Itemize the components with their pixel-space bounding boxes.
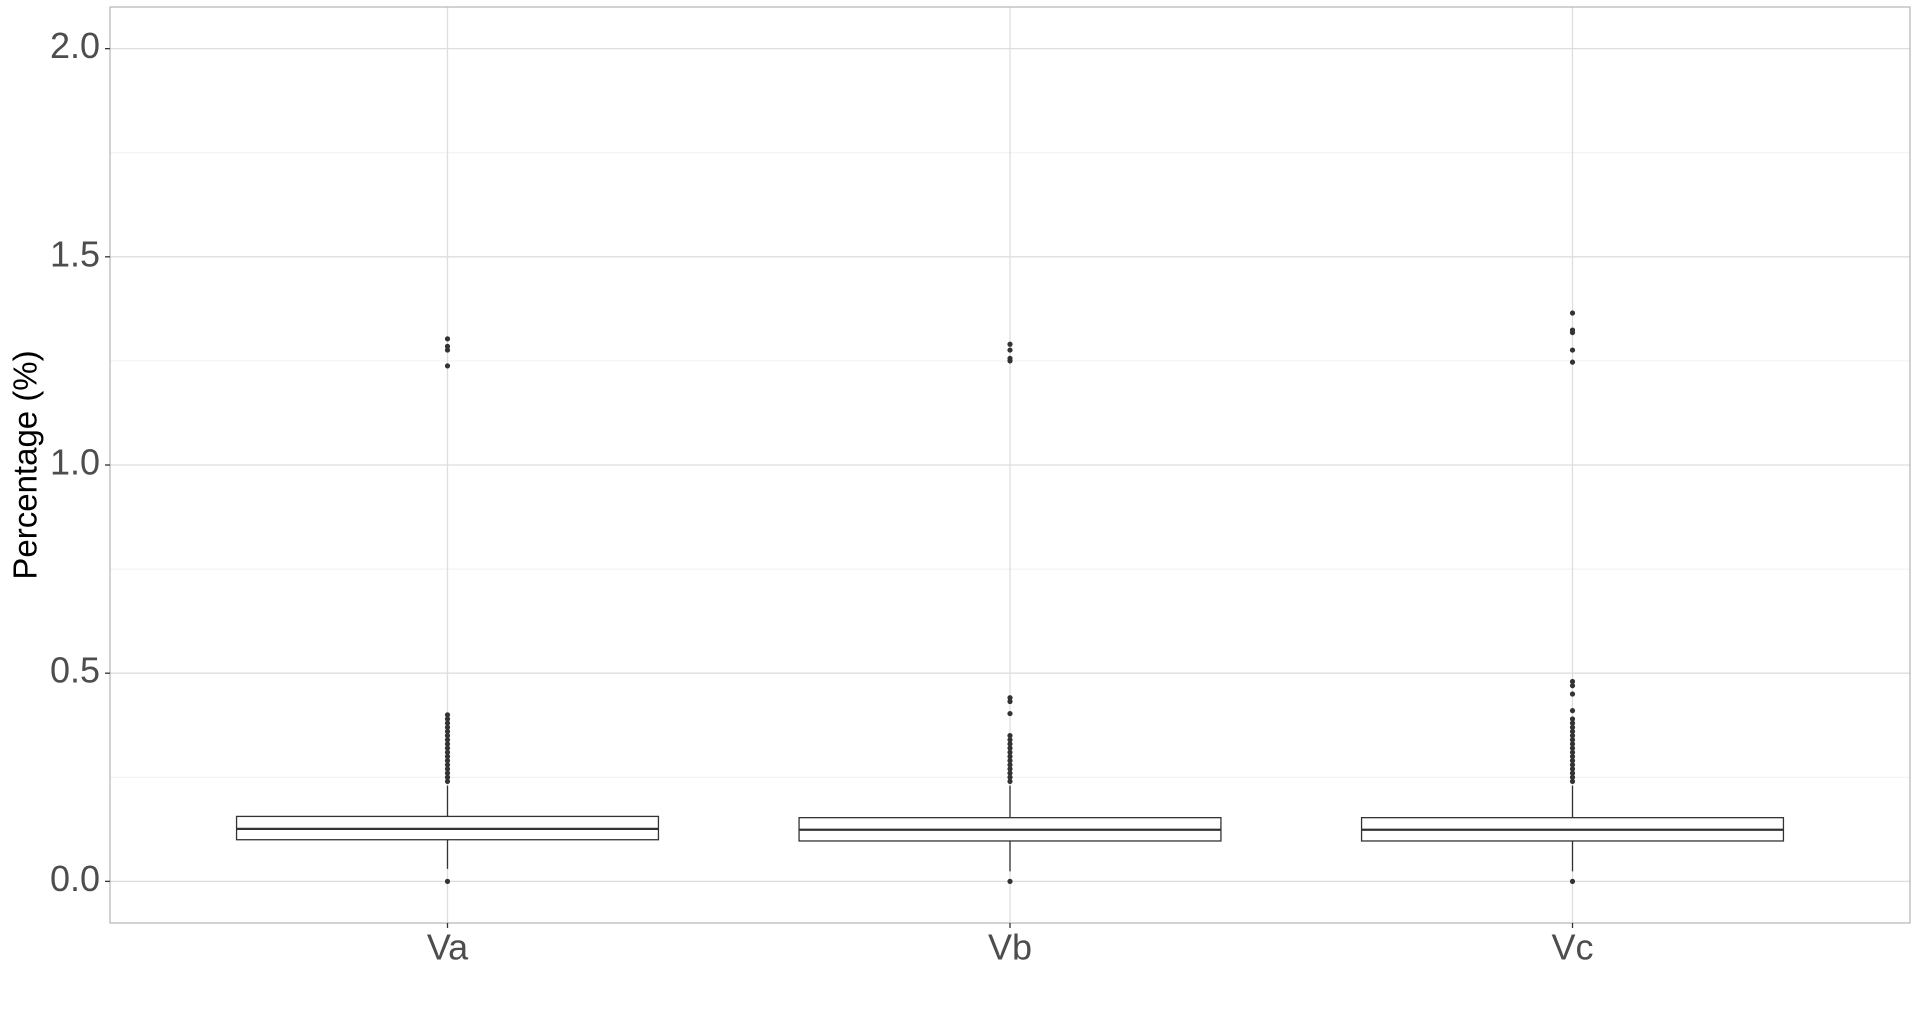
outlier [444,737,451,743]
y-tick-label: 1.0 [50,442,100,483]
outlier [444,347,451,353]
outlier [444,770,451,776]
outlier [1007,778,1013,785]
outlier [444,720,451,726]
outlier [1569,745,1576,751]
x-tick-label: Va [427,927,469,968]
outlier [444,753,451,760]
outlier [444,774,451,780]
outlier [1007,695,1013,701]
outlier [1569,724,1576,730]
outlier [1007,355,1013,362]
outlier [1569,347,1576,353]
outlier [1007,758,1013,764]
outlier [1569,753,1576,760]
outlier [1007,766,1013,772]
outlier [444,724,451,730]
y-tick-label: 2.0 [50,25,100,66]
x-tick-label: Vc [1551,927,1593,968]
outlier [1007,741,1013,747]
outlier [444,728,451,735]
x-tick-label: Vb [988,927,1032,968]
outlier [1569,762,1576,768]
y-tick-label: 0.0 [50,858,100,899]
y-tick-label: 1.5 [50,233,100,274]
outlier [1569,327,1576,333]
outlier [1569,716,1576,722]
outlier [444,766,451,772]
outlier [1007,762,1013,768]
outlier [1569,733,1576,739]
outlier [1569,758,1576,764]
outlier [1007,749,1013,755]
outlier [1569,741,1576,747]
outlier [1007,770,1013,776]
outlier [1569,737,1576,743]
outlier [444,343,451,349]
outlier [1569,749,1576,755]
outlier [1569,778,1576,785]
outlier [1569,774,1576,780]
outlier [444,762,451,768]
outlier [1569,678,1576,685]
outlier [1569,766,1576,772]
outlier [1007,753,1013,760]
outlier [1007,341,1013,347]
outlier [1007,698,1013,705]
outlier [1569,728,1576,735]
outlier [1569,359,1576,365]
outlier [444,363,451,369]
outlier [1569,720,1576,726]
outlier [1569,878,1576,884]
outlier [444,716,451,722]
outlier [1007,710,1013,717]
outlier [444,733,451,739]
outlier [444,749,451,755]
outlier [444,336,451,342]
outlier [444,778,451,785]
outlier [444,741,451,747]
outlier [1007,733,1013,739]
outlier [1007,745,1013,751]
outlier [444,878,451,884]
outlier [1007,774,1013,780]
outlier [444,758,451,764]
outlier [1569,691,1576,697]
outlier [1007,878,1013,884]
outlier [1007,347,1013,353]
outlier [1569,708,1576,714]
outlier [444,745,451,751]
outlier [1569,310,1576,316]
outlier [1569,683,1576,689]
marks [235,310,1785,884]
outlier [1007,737,1013,743]
y-axis-title: Percentage (%) [7,350,44,579]
outlier [444,712,451,718]
outlier [1569,770,1576,776]
y-tick-label: 0.5 [50,650,100,691]
